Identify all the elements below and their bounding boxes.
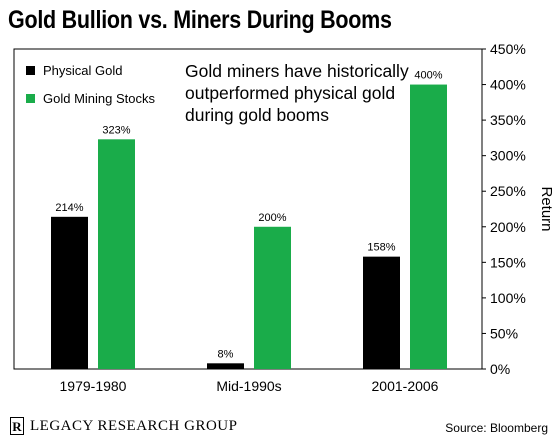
chart-title: Gold Bullion vs. Miners During Booms	[8, 6, 392, 34]
y-tick-label: 200%	[490, 219, 526, 235]
chart-annotation: Gold miners have historically outperform…	[185, 61, 409, 125]
legend-item-gold-mining-stocks: Gold Mining Stocks	[26, 88, 155, 108]
data-label: 158%	[367, 242, 395, 254]
bar-physical-gold	[207, 363, 244, 369]
y-tick-label: 50%	[490, 325, 518, 341]
data-label: 214%	[55, 202, 83, 214]
chart-legend: Physical Gold Gold Mining Stocks	[26, 60, 155, 116]
logo-text: LEGACY RESEARCH GROUP	[30, 417, 238, 434]
brand-logo: R LEGACY RESEARCH GROUP	[10, 417, 237, 435]
y-tick-label: 400%	[490, 77, 526, 93]
y-tick-label: 0%	[490, 361, 510, 377]
bar-gold-mining-stocks	[98, 139, 135, 369]
bar-gold-mining-stocks	[410, 84, 447, 370]
source-note: Source: Bloomberg	[445, 421, 548, 435]
y-tick-label: 100%	[490, 290, 526, 306]
x-tick-label: 1979-1980	[60, 378, 127, 394]
y-tick-label: 300%	[490, 148, 526, 164]
y-tick-label: 450%	[490, 41, 526, 57]
legend-label-physical-gold: Physical Gold	[43, 62, 123, 78]
legend-swatch-gold-mining-stocks	[26, 93, 35, 103]
plot-frame	[13, 48, 483, 370]
y-tick-label: 150%	[490, 254, 526, 270]
legend-swatch-physical-gold	[26, 65, 35, 75]
x-tick-label: 2001-2006	[372, 378, 439, 394]
data-label: 200%	[258, 212, 286, 224]
bar-physical-gold	[363, 256, 400, 369]
legend-item-physical-gold: Physical Gold	[26, 60, 155, 80]
y-tick-label: 250%	[490, 183, 526, 199]
logo-mark-icon: R	[10, 417, 24, 435]
y-axis-title: Return	[538, 186, 555, 231]
data-label: 8%	[218, 348, 234, 360]
bar-gold-mining-stocks	[254, 226, 291, 369]
data-label: 400%	[414, 70, 442, 82]
y-tick-label: 350%	[490, 112, 526, 128]
bar-physical-gold	[51, 216, 88, 369]
x-tick-label: Mid-1990s	[216, 378, 281, 394]
legend-label-gold-mining-stocks: Gold Mining Stocks	[43, 90, 155, 106]
data-label: 323%	[102, 124, 130, 136]
